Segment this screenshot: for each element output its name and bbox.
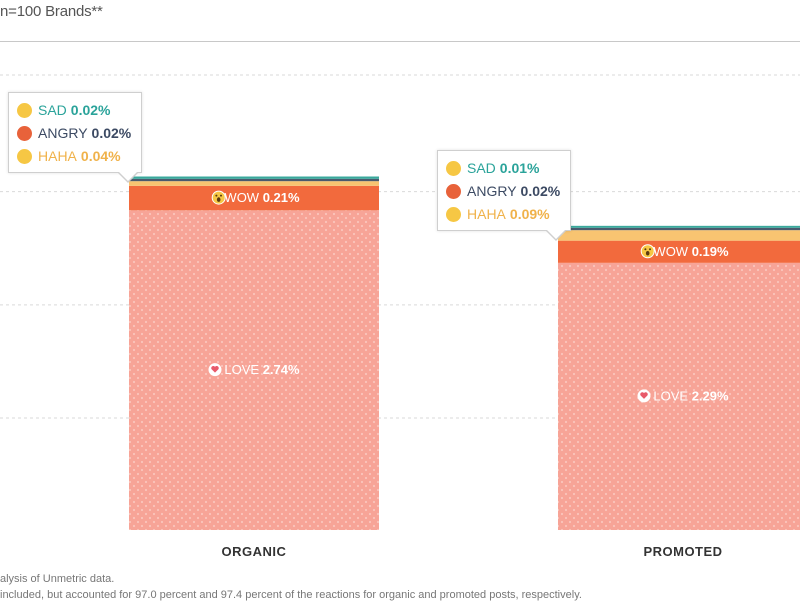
callout-label-angry: ANGRY [38,125,88,141]
love-pattern-overlay [558,262,800,530]
callout-organic: SAD 0.02% ANGRY 0.02% HAHA 0.04% [8,92,143,173]
top-divider [0,41,800,42]
svg-text:WOW 0.21%: WOW 0.21% [224,190,300,205]
callout-label-sad: SAD [38,102,67,118]
callout-label-haha: HAHA [467,206,506,222]
chart-subtitle: n=100 Brands** [0,3,103,20]
bar-segment-wow-organic [129,185,379,211]
bar-segment-sad-organic [129,176,379,179]
callout-row-sad: SAD 0.02% [17,99,131,122]
callout-value-haha: 0.04% [80,148,121,164]
footnote-2: included, but accounted for 97.0 percent… [0,589,582,601]
callout-promoted: SAD 0.01% ANGRY 0.02% HAHA 0.09% [437,150,572,231]
callout-row-haha: HAHA 0.09% [446,203,560,226]
bar-segment-haha-promoted [558,230,800,241]
callout-row-angry: ANGRY 0.02% [446,180,560,203]
data-label-wow-organic: WOW 0.21% [211,190,300,205]
svg-text:LOVE 2.74%: LOVE 2.74% [224,362,300,377]
callout-label-angry: ANGRY [467,183,517,199]
angry-face-icon [446,184,461,199]
haha-face-icon [446,207,461,222]
svg-text:WOW 0.19%: WOW 0.19% [653,244,729,259]
bar-segment-wow-promoted [558,240,800,263]
callout-label-haha: HAHA [38,148,77,164]
haha-face-icon [17,149,32,164]
callout-value-angry: 0.02% [91,125,132,141]
category-label-promoted: PROMOTED [643,544,722,559]
callout-value-haha: 0.09% [509,206,550,222]
data-label-wow-promoted: WOW 0.19% [640,244,729,259]
footnote-1: alysis of Unmetric data. [0,573,115,585]
bar-segment-angry-organic [129,178,379,182]
love-pattern-overlay [129,210,379,531]
data-label-love-promoted: LOVE 2.29% [637,388,729,403]
sad-face-icon [17,103,32,118]
bar-segment-sad-promoted [558,225,800,228]
angry-face-icon [17,126,32,141]
category-label-organic: ORGANIC [222,544,287,559]
bar-segment-haha-organic [129,181,379,186]
svg-text:LOVE 2.29%: LOVE 2.29% [653,388,729,403]
callout-row-angry: ANGRY 0.02% [17,122,131,145]
callout-pointer-fill [547,230,565,239]
callout-row-sad: SAD 0.01% [446,157,560,180]
callout-value-angry: 0.02% [520,183,561,199]
callout-label-sad: SAD [467,160,496,176]
bar-segment-angry-promoted [558,227,800,231]
callout-value-sad: 0.02% [70,102,111,118]
data-label-love-organic: LOVE 2.74% [208,362,300,377]
callout-row-haha: HAHA 0.04% [17,145,131,168]
sad-face-icon [446,161,461,176]
callout-value-sad: 0.01% [499,160,540,176]
callout-pointer-fill [119,172,137,181]
